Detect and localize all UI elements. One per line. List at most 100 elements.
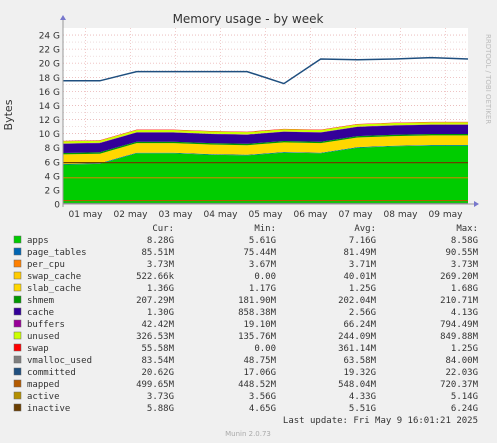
legend-name: swap_cache — [27, 272, 81, 282]
y-tick-label: 24 G — [39, 32, 60, 42]
legend-name: shmem — [27, 296, 54, 306]
legend-name: mapped — [27, 380, 60, 390]
legend-row-buffers: buffers 42.42M 19.10M 66.24M 794.49M — [13, 319, 479, 330]
area-slab-cache — [63, 135, 468, 164]
legend-max: 84.00M — [445, 356, 478, 366]
legend-row-slab-cache: slab_cache 1.36G 1.17G 1.25G 1.68G — [13, 283, 478, 294]
legend-cur: 3.73M — [147, 260, 175, 270]
legend-min: 135.76M — [238, 332, 277, 342]
legend-row-committed: committed 20.62G 17.06G 19.32G 22.03G — [13, 367, 478, 378]
legend-cur: 20.62G — [141, 368, 174, 378]
side-watermark: RRDTOOL / TOBI OETIKER — [484, 34, 492, 124]
area-apps — [63, 145, 468, 204]
legend-min: 0.00 — [254, 272, 276, 282]
col-max: Max: — [456, 224, 478, 234]
legend-max: 794.49M — [440, 320, 479, 330]
y-axis-label: Bytes — [2, 99, 15, 130]
legend-avg: 3.71M — [349, 260, 377, 270]
legend-row-swap: swap 55.58M 0.00 361.14M 1.25G — [13, 343, 478, 354]
legend-name: slab_cache — [27, 284, 81, 294]
legend-max: 22.03G — [445, 368, 478, 378]
x-tick-label: 08 may — [384, 210, 419, 220]
last-update: Last update: Fri May 9 16:01:21 2025 — [283, 416, 478, 426]
area-buffers — [63, 124, 468, 144]
x-tick-label: 02 may — [114, 210, 149, 220]
legend-cur: 207.29M — [136, 296, 175, 306]
y-tick-label: 22 G — [39, 46, 60, 56]
legend-avg: 2.56G — [349, 308, 376, 318]
legend-swatch — [13, 295, 22, 304]
legend-swatch — [13, 367, 22, 376]
legend-swatch — [13, 343, 22, 352]
legend-name: vmalloc_used — [27, 356, 92, 366]
area-swap — [63, 121, 468, 142]
y-tick-label: 14 G — [39, 102, 60, 112]
legend-name: unused — [27, 332, 60, 342]
legend-avg: 66.24M — [343, 320, 376, 330]
legend-avg: 7.16G — [349, 236, 376, 246]
legend-name: committed — [27, 368, 76, 378]
legend-cur: 42.42M — [141, 320, 174, 330]
area-cache — [63, 124, 468, 153]
legend-min: 17.06G — [243, 368, 276, 378]
legend-max: 720.37M — [440, 380, 479, 390]
legend-min: 0.00 — [254, 344, 276, 354]
legend-min: 5.61G — [249, 236, 276, 246]
legend-swatch — [13, 307, 22, 316]
legend-swatch — [13, 283, 22, 292]
grid — [63, 28, 468, 205]
y-tick-label: 16 G — [39, 88, 60, 98]
x-tick-label: 01 may — [69, 210, 104, 220]
legend-avg: 202.04M — [338, 296, 377, 306]
legend-swatch — [13, 319, 22, 328]
legend-avg: 81.49M — [343, 248, 376, 258]
legend-row-vmalloc-used: vmalloc_used 83.54M 48.75M 63.58M 84.00M — [13, 355, 479, 366]
x-tick-labels: 01 may 02 may 03 may 04 may 05 may 06 may 07 m… — [69, 210, 464, 220]
legend-swatch — [13, 235, 22, 244]
legend-cur: 8.28G — [147, 236, 174, 246]
legend-min: 448.52M — [238, 380, 277, 390]
legend-swatch — [13, 259, 22, 268]
legend-avg: 361.14M — [338, 344, 377, 354]
col-cur: Cur: — [152, 224, 174, 234]
legend-avg: 5.51G — [349, 404, 376, 414]
x-tick-label: 05 may — [249, 210, 284, 220]
legend-name: page_tables — [27, 248, 87, 258]
legend-max: 4.13G — [451, 308, 478, 318]
y-tick-label: 6 G — [44, 158, 60, 168]
legend-row-shmem: shmem 207.29M 181.90M 202.04M 210.71M — [13, 295, 479, 306]
legend-swatch — [13, 331, 22, 340]
legend-max: 210.71M — [440, 296, 479, 306]
legend-name: active — [27, 392, 60, 402]
legend-row-active: active 3.73G 3.56G 4.33G 5.14G — [13, 391, 478, 402]
legend-max: 3.73M — [451, 260, 479, 270]
y-axis-arrow — [60, 15, 66, 20]
legend-min: 1.17G — [249, 284, 276, 294]
legend-max: 6.24G — [451, 404, 478, 414]
area-shmem — [63, 134, 468, 155]
legend-min: 19.10M — [243, 320, 276, 330]
stacked-areas — [63, 121, 468, 204]
legend-row-unused: unused 326.53M 135.76M 244.09M 849.88M — [13, 331, 479, 342]
legend-min: 4.65G — [249, 404, 276, 414]
munin-version: Munin 2.0.73 — [225, 430, 271, 438]
x-tick-label: 09 may — [429, 210, 464, 220]
legend-cur: 83.54M — [141, 356, 174, 366]
y-tick-label: 0 — [54, 201, 60, 211]
legend-min: 75.44M — [243, 248, 276, 258]
legend-max: 269.20M — [440, 272, 479, 282]
legend-max: 1.25G — [451, 344, 478, 354]
y-tick-label: 12 G — [39, 116, 60, 126]
legend-cur: 5.88G — [147, 404, 174, 414]
legend-avg: 1.25G — [349, 284, 376, 294]
legend-swatch — [13, 391, 22, 400]
y-tick-label: 20 G — [39, 60, 60, 70]
line-series — [63, 56, 469, 205]
y-tick-label: 18 G — [39, 74, 60, 84]
legend-avg: 40.01M — [343, 272, 376, 282]
legend-name: cache — [27, 308, 54, 318]
y-tick-label: 10 G — [39, 130, 60, 140]
legend-avg: 244.09M — [338, 332, 377, 342]
legend-min: 858.38M — [238, 308, 277, 318]
